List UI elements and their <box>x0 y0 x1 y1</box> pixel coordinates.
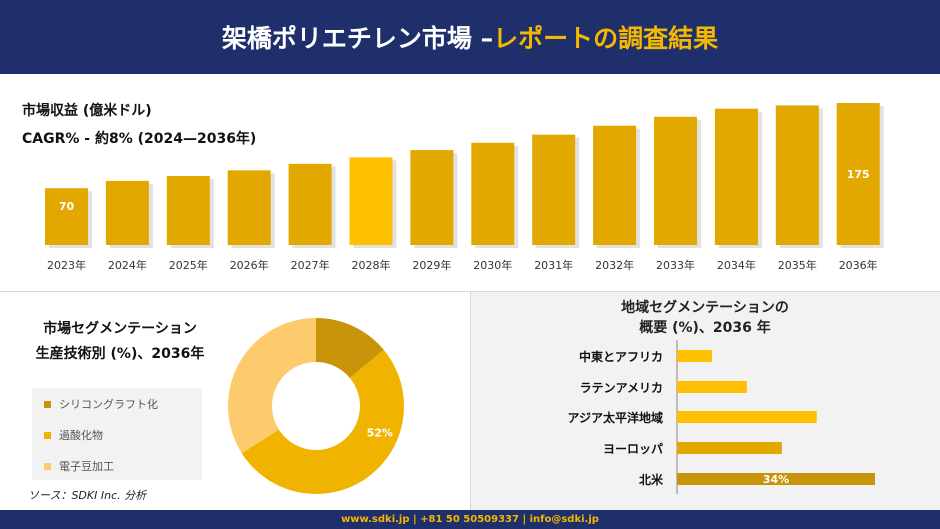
pie-title-line-1: 市場セグメンテーション <box>43 321 197 337</box>
revenue-bar <box>593 125 637 245</box>
donut-slice <box>228 318 316 454</box>
divider <box>0 291 940 292</box>
region-bar <box>677 442 782 454</box>
revenue-bar-chart: 2023年 70 2024年 2025年 2026年 2027年 2028年 2029年 203… <box>45 103 884 272</box>
legend-item: 過酸化物 <box>44 427 103 443</box>
x-tick-label: 2026年 <box>230 258 269 272</box>
revenue-bar <box>654 116 697 245</box>
revenue-bar <box>227 170 271 245</box>
revenue-bar <box>714 108 758 246</box>
page-title-accent: レポートの調査結果 <box>493 24 719 53</box>
x-tick-label: 2031年 <box>534 258 573 272</box>
region-title-line-1: 地域セグメンテーションの <box>621 300 789 316</box>
legend-label: 電子豆加工 <box>59 460 114 473</box>
legend-label: 過酸化物 <box>59 429 103 442</box>
region-category-label: 北米 <box>639 472 664 487</box>
x-tick-label: 2023年 <box>47 258 86 272</box>
region-data-label: 34% <box>763 473 789 486</box>
revenue-bar <box>836 103 880 245</box>
legend-swatch <box>44 462 51 470</box>
x-tick-label: 2032年 <box>595 258 634 272</box>
revenue-bar <box>532 134 576 245</box>
region-category-label: ラテンアメリカ <box>580 381 663 395</box>
revenue-bar <box>410 150 454 245</box>
revenue-bar <box>775 105 819 245</box>
x-tick-label: 2036年 <box>839 258 878 272</box>
revenue-bar <box>166 176 210 245</box>
revenue-bar <box>45 188 88 245</box>
revenue-label: 市場収益 (億米ドル) <box>22 103 152 119</box>
legend-swatch <box>44 400 51 408</box>
region-bar <box>677 381 747 393</box>
legend-swatch <box>44 431 51 439</box>
x-tick-label: 2033年 <box>656 258 695 272</box>
region-category-label: 中東とアフリカ <box>579 349 663 364</box>
source-note: ソース：SDKI Inc. 分析 <box>28 489 147 502</box>
x-tick-label: 2030年 <box>473 258 512 272</box>
x-tick-label: 2029年 <box>412 258 451 272</box>
cagr-label: CAGR% - 約8% (2024—2036年) <box>22 131 257 147</box>
pie-legend: シリコングラフト化 過酸化物 電子豆加工 <box>32 388 202 480</box>
pie-title-line-2: 生産技術別 (%)、2036年 <box>35 346 205 362</box>
region-title-line-2: 概要 (%)、2036 年 <box>639 320 771 336</box>
bar-data-label: 175 <box>847 168 870 181</box>
revenue-bar <box>288 163 332 245</box>
revenue-bar <box>105 180 149 245</box>
donut-data-label: 52% <box>367 426 393 439</box>
region-bar <box>677 411 817 423</box>
footer-contact: www.sdki.jp | +81 50 50509337 | info@sdk… <box>0 510 940 529</box>
region-category-label: アジア太平洋地域 <box>567 410 663 425</box>
x-tick-label: 2028年 <box>352 258 391 272</box>
revenue-bar <box>471 142 515 245</box>
header-banner: 架橋ポリエチレン市場 – レポートの調査結果 <box>0 0 940 74</box>
donut-slice <box>316 318 384 378</box>
x-tick-label: 2034年 <box>717 258 756 272</box>
bar-data-label: 70 <box>59 200 75 213</box>
legend-item: シリコングラフト化 <box>44 396 158 412</box>
revenue-bar <box>349 157 393 245</box>
technology-donut-chart: 52% <box>228 318 404 494</box>
region-bar <box>677 473 875 485</box>
divider-vertical <box>470 292 471 510</box>
legend-label: シリコングラフト化 <box>59 398 158 411</box>
legend-item: 電子豆加工 <box>44 458 114 474</box>
region-bar <box>677 350 712 362</box>
donut-slice <box>241 349 404 494</box>
page-title: 架橋ポリエチレン市場 – <box>221 24 494 53</box>
x-tick-label: 2025年 <box>169 258 208 272</box>
x-tick-label: 2035年 <box>778 258 817 272</box>
x-tick-label: 2024年 <box>108 258 147 272</box>
x-tick-label: 2027年 <box>291 258 330 272</box>
region-category-label: ヨーロッパ <box>603 442 663 456</box>
